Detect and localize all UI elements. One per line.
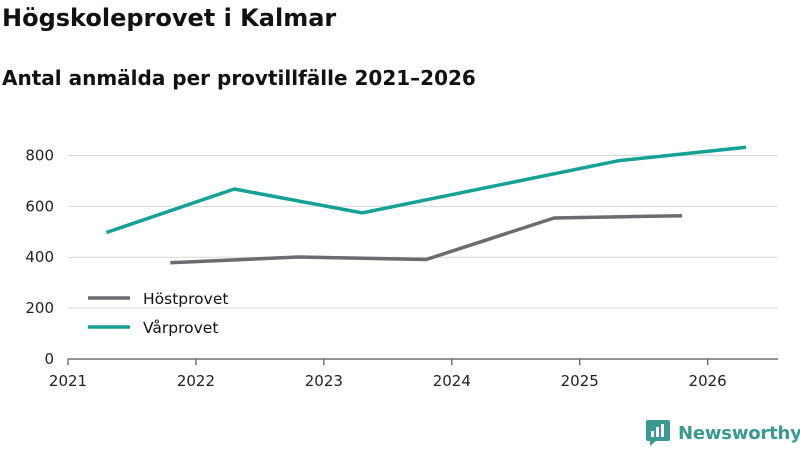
- x-tick-label: 2024: [433, 372, 471, 390]
- legend-label: Höstprovet: [143, 290, 228, 308]
- y-tick-label: 0: [44, 350, 54, 368]
- x-tick-label: 2025: [561, 372, 599, 390]
- chart-title: Högskoleprovet i Kalmar: [2, 4, 337, 32]
- chart-subtitle: Antal anmälda per provtillfälle 2021–202…: [2, 66, 476, 90]
- y-tick-label: 600: [25, 197, 54, 215]
- legend: Höstprovet Vårprovet: [88, 290, 228, 337]
- x-tick-label: 2022: [177, 372, 215, 390]
- x-tick-label: 2021: [49, 372, 87, 390]
- gridlines: [68, 154, 778, 309]
- y-tick-label: 400: [25, 248, 54, 266]
- newsworthy-logo: Newsworthy: [645, 419, 800, 447]
- y-tick-label: 200: [25, 299, 54, 317]
- y-tick-label: 800: [25, 146, 54, 164]
- legend-label: Vårprovet: [143, 319, 218, 337]
- series-line-hostprovet: [170, 213, 683, 265]
- series-lines: [105, 145, 747, 265]
- newsworthy-logo-icon: [646, 420, 670, 446]
- x-tick-label: 2023: [305, 372, 343, 390]
- newsworthy-logo-text: Newsworthy: [678, 422, 800, 444]
- axes: [67, 358, 778, 365]
- tick-labels: 0 200 400 600 800 2021 2022 2023 2024 2025 2026: [25, 146, 726, 390]
- series-line-varprovet: [105, 145, 747, 235]
- x-tick-label: 2026: [689, 372, 727, 390]
